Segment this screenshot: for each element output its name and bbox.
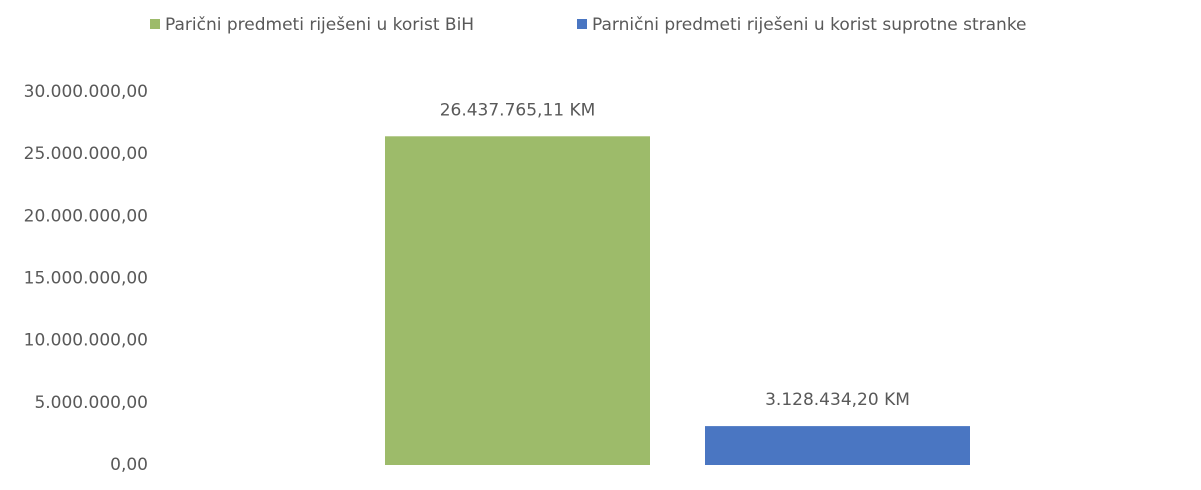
- legend-label: Parnični predmeti riješeni u korist supr…: [592, 15, 1027, 35]
- legend-swatch: [150, 19, 160, 29]
- y-tick-label: 0,00: [110, 455, 148, 475]
- y-tick-label: 20.000.000,00: [24, 206, 148, 226]
- bar: [705, 426, 970, 465]
- y-tick-label: 25.000.000,00: [24, 144, 148, 164]
- y-tick-label: 10.000.000,00: [24, 331, 148, 351]
- y-tick-label: 15.000.000,00: [24, 269, 148, 289]
- bar: [385, 136, 650, 465]
- y-tick-label: 5.000.000,00: [34, 393, 148, 413]
- legend-label: Parični predmeti riješeni u korist BiH: [165, 15, 474, 35]
- legend-swatch: [577, 19, 587, 29]
- data-label: 3.128.434,20 KM: [765, 390, 910, 410]
- y-tick-label: 30.000.000,00: [24, 82, 148, 102]
- data-label: 26.437.765,11 KM: [440, 100, 596, 120]
